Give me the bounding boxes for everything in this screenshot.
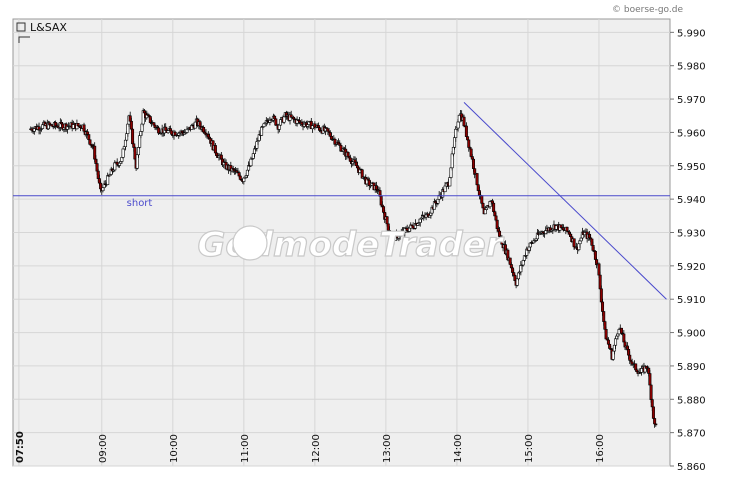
x-tick-label: 09:00 [98,434,109,463]
candle-body [494,215,498,221]
grid [13,19,670,467]
candle-body [480,195,484,204]
x-tick-label: 11:00 [240,434,251,463]
x-tick-label: 15:00 [524,434,535,463]
credit-text: © boerse-go.de [612,5,683,15]
candle-body [648,373,652,386]
candle-body [464,125,468,137]
candle-body [87,134,91,141]
x-tick-label: 12:00 [311,434,322,463]
candle-body [88,139,92,145]
y-tick-label: 5.940 [677,195,706,206]
x-tick-label: 10:00 [169,434,180,463]
y-tick-label: 5.870 [677,429,706,440]
trendline [463,102,667,300]
candle-body [475,173,479,186]
candle-body [614,338,618,346]
candle-body [86,131,90,135]
candles [29,108,658,428]
candle-body [249,158,253,167]
candle-body [649,384,653,400]
y-tick-label: 5.880 [677,395,706,406]
y-tick-label: 5.930 [677,228,706,239]
candle-body [99,182,103,190]
candle-body [650,399,654,408]
candle-body [289,114,293,118]
candle-body [628,354,632,361]
candle-body [76,123,80,127]
candle-body [448,177,452,187]
y-tick-label: 5.980 [677,62,706,73]
y-tick-label: 5.970 [677,95,706,106]
x-axis: 07:50 09:00 10:00 11:00 12:00 13:00 14:00 15:00… [15,431,606,463]
candle-body [129,120,133,130]
x-tick-label: 14:00 [453,434,464,463]
candle-body [106,175,110,185]
candle-body [456,121,460,129]
candle-body [71,124,75,129]
candle-body [282,116,286,123]
candle-body [385,216,389,225]
short-label: short [127,198,153,209]
candle-body [601,301,605,312]
candle-body [466,136,470,141]
y-tick-label: 5.910 [677,295,706,306]
y-tick-label: 5.990 [677,28,706,39]
y-tick-label: 5.860 [677,462,706,473]
corner-marker-icon [18,36,30,43]
candle-body [654,423,658,426]
y-tick-label: 5.960 [677,128,706,139]
overlays: short [13,102,670,300]
y-axis: 5.860 5.870 5.880 5.890 5.900 5.910 5.920 5.930… [670,28,706,473]
x-tick-label: 13:00 [382,434,393,463]
candle-body [653,418,657,425]
y-tick-label: 5.950 [677,162,706,173]
candle-body [118,162,122,166]
y-tick-label: 5.920 [677,262,706,273]
y-tick-label: 5.890 [677,362,706,373]
plot-area [12,18,671,467]
candle-body [277,124,281,130]
x-tick-label: 07:50 [15,431,26,463]
chart-title: L&SAX [30,21,67,34]
candle-body [471,158,475,169]
candle-body [602,311,606,322]
watermark-logo-icon [232,225,268,261]
candle-body [492,202,496,212]
candle-body [462,116,466,127]
candle-body [572,238,576,248]
candle-body [355,165,359,169]
y-tick-label: 5.900 [677,329,706,340]
instrument-checkbox-icon [16,22,26,32]
candle-body [213,145,217,154]
candle-body [651,406,655,419]
x-tick-label: 16:00 [595,434,606,463]
candle-body [454,128,458,138]
candle-body [121,148,125,158]
